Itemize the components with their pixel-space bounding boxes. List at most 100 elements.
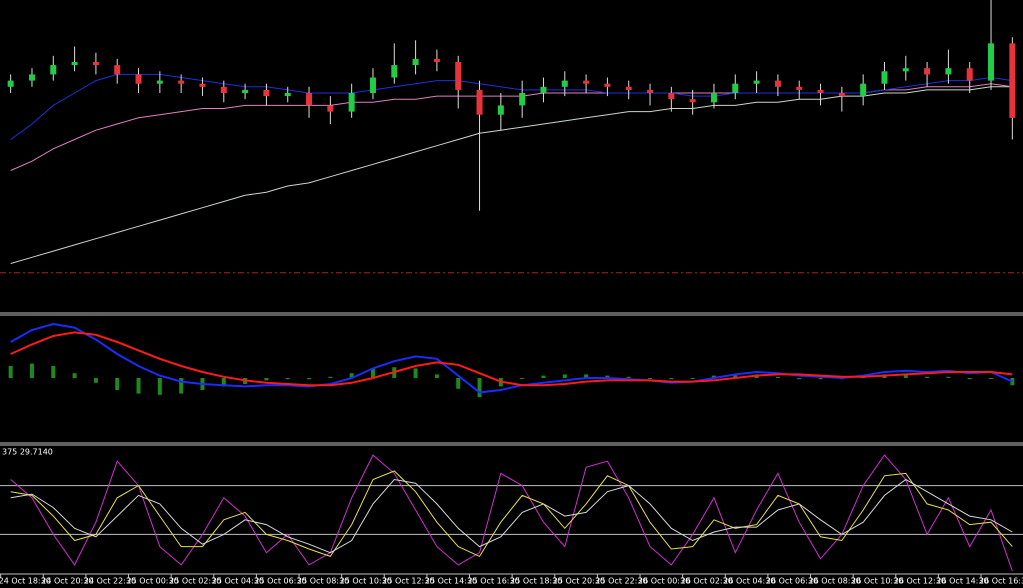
x-tick-label: 25 Oct 22:30 — [595, 577, 647, 586]
histogram-bar — [93, 378, 98, 383]
candle-body — [625, 86, 632, 90]
indicator-line — [10, 470, 1013, 558]
candle-body — [433, 58, 440, 62]
histogram-bar — [264, 378, 269, 381]
indicator-line — [10, 331, 1013, 387]
histogram-bar — [605, 375, 610, 378]
candle-body — [838, 93, 845, 97]
histogram-bar — [8, 366, 13, 378]
candle-body — [50, 65, 57, 75]
x-tick-label: 26 Oct 00:30 — [638, 577, 690, 586]
x-tick-label: 25 Oct 20:30 — [553, 577, 605, 586]
histogram-bar — [584, 374, 589, 378]
x-tick-label: 25 Oct 14:30 — [425, 577, 477, 586]
x-tick-label: 25 Oct 16:30 — [468, 577, 520, 586]
histogram-bar — [711, 375, 716, 378]
x-tick-label: 26 Oct 02:30 — [681, 577, 733, 586]
candle-body — [327, 105, 334, 112]
candle-body — [902, 68, 909, 72]
candle-body — [561, 80, 568, 87]
candle-body — [348, 93, 355, 112]
histogram-bar — [520, 378, 525, 379]
candle-body — [135, 74, 142, 84]
histogram-bar — [29, 363, 34, 378]
histogram-bar — [136, 378, 141, 394]
histogram-bar — [669, 378, 674, 380]
histogram-bar — [179, 378, 184, 394]
histogram-bar — [967, 378, 972, 380]
x-tick-label: 26 Oct 10:30 — [851, 577, 903, 586]
indicator-line — [10, 478, 1013, 554]
x-tick-label: 25 Oct 02:30 — [169, 577, 221, 586]
histogram-bar — [925, 376, 930, 378]
histogram-bar — [946, 376, 951, 378]
candle-body — [1009, 43, 1016, 118]
histogram-bar — [818, 378, 823, 380]
histogram-bar — [541, 375, 546, 378]
x-tick-label: 26 Oct 08:30 — [809, 577, 861, 586]
histogram-bar — [370, 368, 375, 378]
candle-body — [604, 83, 611, 87]
x-tick-label: 25 Oct 08:30 — [297, 577, 349, 586]
x-tick-label: 24 Oct 22:30 — [84, 577, 136, 586]
histogram-bar — [413, 368, 418, 378]
candle-body — [369, 77, 376, 93]
candle-body — [391, 65, 398, 78]
histogram-bar — [648, 378, 653, 379]
x-tick-label: 26 Oct 16:30 — [979, 577, 1023, 586]
candle-body — [881, 71, 888, 84]
histogram-bar — [434, 374, 439, 378]
x-tick-label: 26 Oct 14:30 — [936, 577, 988, 586]
histogram-bar — [115, 378, 120, 390]
candle-body — [497, 105, 504, 115]
candle-body — [988, 43, 995, 81]
candle-body — [28, 74, 35, 81]
candle-body — [860, 83, 867, 97]
candle-body — [476, 89, 483, 115]
candle-body — [689, 99, 696, 103]
histogram-bar — [72, 373, 77, 378]
candle-body — [540, 86, 547, 93]
candle-body — [114, 65, 121, 75]
x-tick-label: 25 Oct 04:30 — [212, 577, 264, 586]
histogram-bar — [903, 374, 908, 378]
candle-body — [412, 58, 419, 66]
histogram-bar — [349, 373, 354, 378]
x-tick-label: 26 Oct 06:30 — [766, 577, 818, 586]
candle-body — [92, 62, 99, 66]
candle-body — [199, 83, 206, 87]
candle-body — [753, 80, 760, 84]
histogram-bar — [775, 376, 780, 378]
candle-body — [263, 89, 270, 97]
x-tick-label: 25 Oct 12:30 — [382, 577, 434, 586]
candle-body — [945, 68, 952, 75]
x-tick-label: 26 Oct 04:30 — [723, 577, 775, 586]
candle-body — [306, 93, 313, 106]
candle-body — [455, 62, 462, 90]
candle-body — [796, 86, 803, 90]
histogram-bar — [690, 378, 695, 379]
histogram-bar — [477, 378, 482, 398]
histogram-bar — [733, 374, 738, 378]
x-tick-label: 24 Oct 20:30 — [41, 577, 93, 586]
candle-body — [178, 80, 185, 84]
candle-body — [817, 89, 824, 93]
histogram-bar — [989, 378, 994, 379]
candle-body — [668, 93, 675, 100]
candle-body — [284, 93, 291, 97]
candle-body — [710, 93, 717, 103]
histogram-bar — [562, 374, 567, 378]
candle-body — [924, 68, 931, 75]
histogram-bar — [221, 378, 226, 387]
histogram-bar — [797, 378, 802, 380]
histogram-bar — [157, 378, 162, 395]
x-tick-label: 25 Oct 00:30 — [127, 577, 179, 586]
histogram-bar — [307, 378, 312, 380]
histogram-bar — [328, 376, 333, 378]
histogram-bar — [626, 376, 631, 378]
candle-body — [583, 80, 590, 84]
histogram-bar — [1010, 378, 1015, 386]
candle-body — [7, 80, 14, 87]
